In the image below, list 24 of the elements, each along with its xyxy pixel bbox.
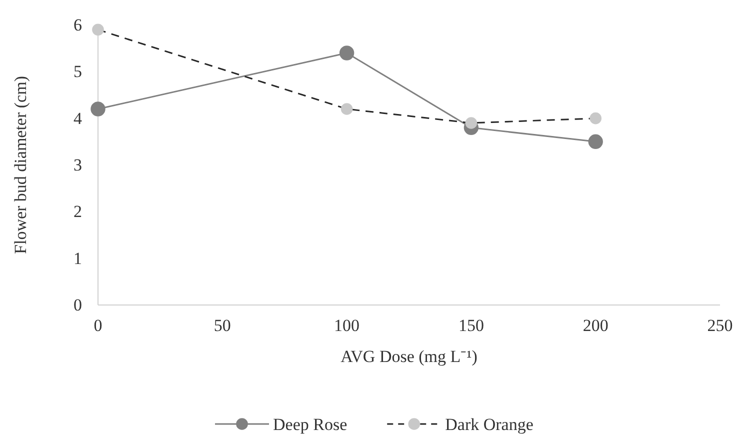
- point: [339, 46, 354, 60]
- legend-label: Dark Orange: [445, 415, 534, 434]
- x-tick-label: 50: [214, 316, 231, 336]
- point: [590, 112, 602, 124]
- x-tick-label: 0: [94, 316, 102, 336]
- y-tick-label: 4: [74, 108, 82, 128]
- point: [90, 102, 106, 116]
- x-tick-label: 100: [334, 316, 360, 336]
- y-tick-label: 6: [74, 15, 82, 34]
- y-tick-label: 1: [74, 248, 82, 268]
- point: [340, 103, 353, 115]
- point: [92, 24, 104, 36]
- x-tick-label: 150: [458, 316, 484, 336]
- x-tick-label: 250: [707, 316, 733, 336]
- y-tick-label: 3: [74, 155, 82, 174]
- y-tick-label: 2: [74, 202, 82, 222]
- y-tick-label: 5: [74, 62, 82, 82]
- x-axis-title: AVG Dose (mg L⁻¹): [340, 347, 478, 366]
- legend-label: Deep Rose: [273, 415, 348, 434]
- point: [465, 117, 478, 129]
- y-axis-title: Flower bud diameter (cm): [11, 76, 30, 254]
- y-tick-label: 0: [74, 295, 82, 314]
- x-tick-label: 200: [582, 316, 608, 336]
- point: [588, 134, 603, 150]
